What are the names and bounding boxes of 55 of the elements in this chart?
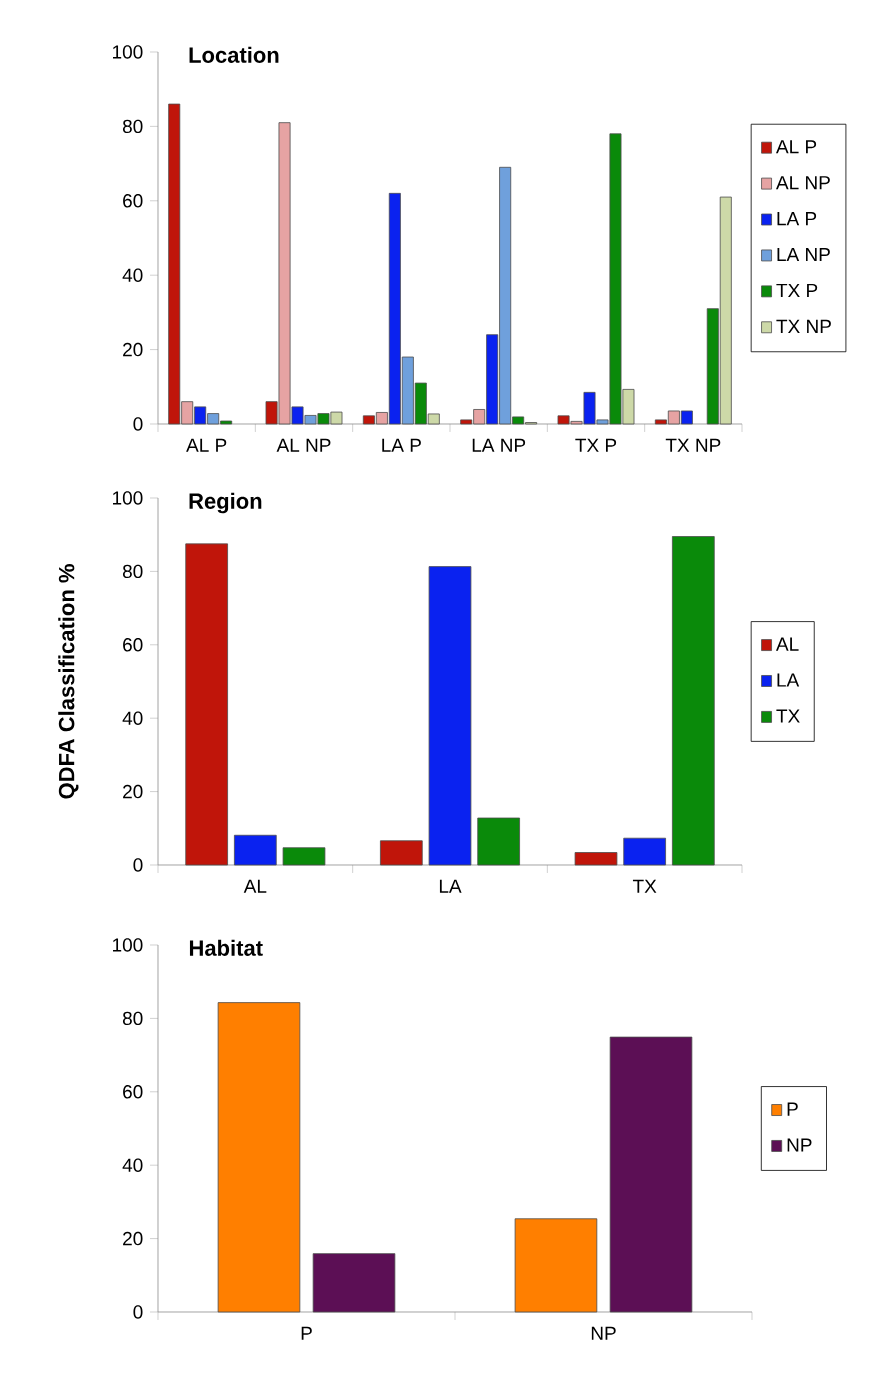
bar: [428, 566, 472, 866]
bar: [623, 837, 666, 866]
x-tick-label: LA: [439, 879, 462, 893]
y-tick-label: 0: [133, 417, 143, 431]
x-tick-label: AL P: [186, 438, 227, 452]
y-tick-label: 100: [113, 938, 143, 952]
bar: [234, 834, 277, 866]
y-tick-label: 60: [123, 638, 143, 652]
bar: [185, 543, 228, 866]
bar: [477, 817, 520, 866]
bar: [380, 840, 423, 866]
x-tick-label: AL: [243, 879, 267, 893]
bar: [312, 1253, 396, 1313]
legend-label: P: [787, 1102, 798, 1116]
legend-label: TX: [776, 709, 800, 723]
x-tick-label: LA NP: [472, 438, 526, 452]
y-tick-label: 60: [123, 1085, 143, 1099]
legend-label: AL P: [775, 140, 817, 154]
y-tick-label: 40: [122, 1158, 143, 1172]
legend-label: LA NP: [777, 247, 830, 262]
legend-label: TX NP: [776, 319, 831, 333]
bar: [217, 1002, 301, 1313]
legend-label: LA: [777, 673, 800, 687]
bar: [282, 847, 326, 866]
y-tick-label: 80: [122, 1011, 143, 1026]
y-tick-label: 100: [113, 45, 143, 59]
legend-label: TX P: [776, 283, 818, 297]
bar: [609, 1036, 693, 1313]
chart-title: Location: [189, 46, 279, 63]
bar: [672, 536, 715, 866]
y-tick-label: 0: [133, 858, 143, 872]
y-tick-label: 40: [122, 711, 143, 725]
legend-label: AL: [775, 637, 799, 651]
x-tick-label: LA P: [382, 438, 421, 452]
y-tick-label: 20: [123, 1231, 143, 1246]
x-tick-label: TX: [632, 879, 657, 893]
chart-title: Region: [189, 492, 262, 514]
y-tick-label: 20: [123, 784, 143, 799]
y-tick-label: 80: [122, 119, 143, 134]
x-tick-label: TX NP: [665, 438, 721, 452]
legend-label: AL NP: [775, 176, 830, 190]
y-axis-title: QDFA Classification %: [58, 564, 79, 799]
bar: [514, 1218, 598, 1313]
legend-label: NP: [787, 1138, 812, 1152]
chart-title: Habitat: [189, 939, 263, 956]
y-tick-label: 60: [123, 194, 143, 208]
bar: [574, 852, 618, 866]
y-tick-label: 80: [122, 564, 143, 579]
x-tick-label: AL NP: [276, 438, 331, 452]
x-tick-label: TX P: [575, 438, 617, 452]
y-tick-label: 40: [122, 268, 143, 282]
legend-label: LA P: [777, 212, 817, 226]
y-tick-label: 100: [113, 491, 143, 505]
y-tick-label: 0: [133, 1305, 143, 1319]
y-tick-label: 20: [123, 342, 143, 357]
